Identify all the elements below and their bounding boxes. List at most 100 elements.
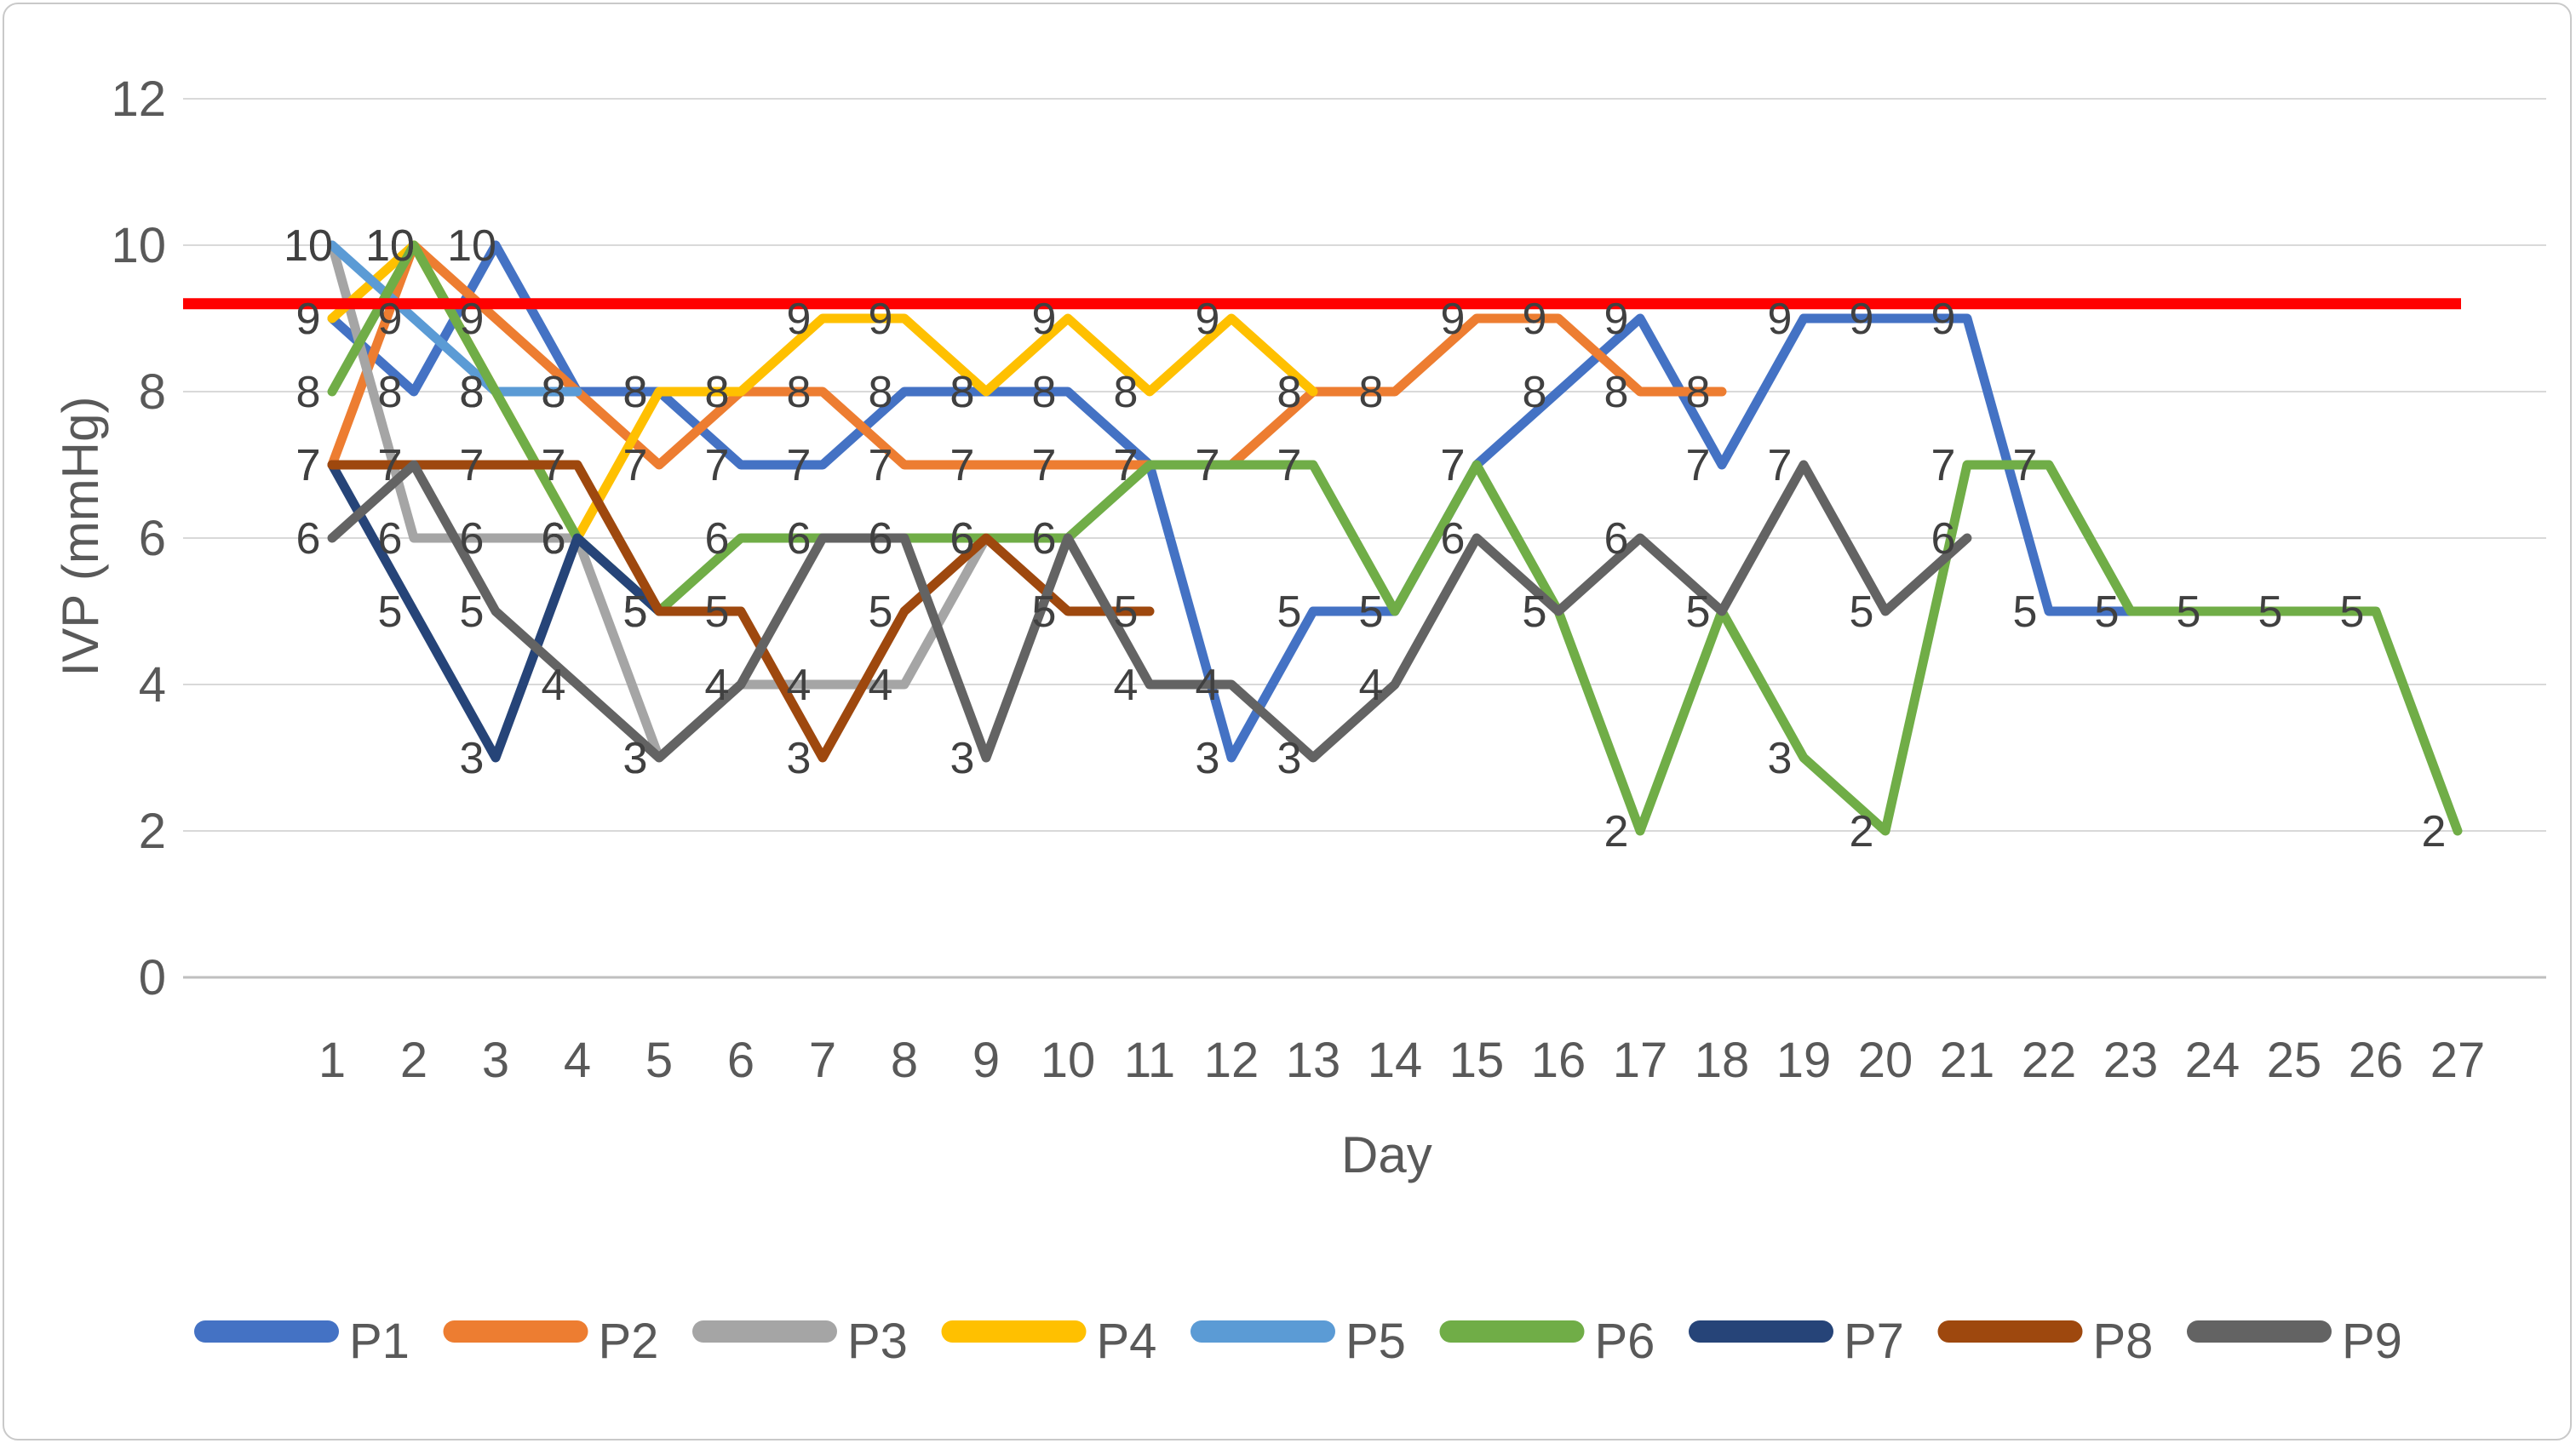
- x-tick-label: 13: [1286, 1033, 1341, 1088]
- data-label-P3-day7: 4: [787, 661, 812, 710]
- x-axis-title: Day: [1341, 1126, 1432, 1183]
- x-tick-label: 10: [1041, 1033, 1096, 1088]
- data-label-P8-day8: 5: [869, 587, 893, 637]
- data-label-P2-day8: 7: [869, 441, 893, 490]
- data-label-P2-day9: 7: [950, 441, 975, 490]
- legend-label-P4: P4: [1097, 1314, 1157, 1369]
- data-label-P6-day21: 7: [1931, 441, 1956, 490]
- legend-item-P6: P6: [1439, 1314, 1655, 1369]
- y-tick-label: 6: [139, 511, 166, 566]
- data-label-P2-day11: 7: [1114, 441, 1139, 490]
- data-label-P2-day14: 8: [1359, 368, 1384, 417]
- data-label-P9-day21: 6: [1931, 514, 1956, 564]
- legend-item-P5: P5: [1190, 1314, 1406, 1369]
- data-label-P1-day11: 7: [1114, 441, 1139, 490]
- legend-swatch-P9: [2187, 1320, 2332, 1343]
- chart-outer-border: [3, 3, 2572, 1440]
- data-label-P6-day7: 6: [787, 514, 812, 564]
- data-label-P2-day1: 7: [296, 441, 321, 490]
- data-label-P4-day13: 8: [1277, 368, 1302, 417]
- x-tick-label: 19: [1776, 1033, 1832, 1088]
- data-label-P6-day16: 5: [1523, 587, 1547, 637]
- x-tick-label: 2: [400, 1033, 427, 1088]
- data-label-P4-day12: 9: [1196, 295, 1220, 344]
- x-tick-label: 25: [2267, 1033, 2322, 1088]
- data-label-P1-day20: 9: [1850, 295, 1874, 344]
- data-label-P1-day6: 7: [705, 441, 730, 490]
- data-label-P6-day24: 5: [2177, 587, 2201, 637]
- data-label-P2-day5: 7: [623, 441, 648, 490]
- data-label-P9-day7: 6: [787, 514, 812, 564]
- data-label-P9-day13: 3: [1277, 734, 1302, 783]
- data-label-P6-day9: 6: [950, 514, 975, 564]
- data-label-P6-day2: 10: [365, 221, 415, 271]
- data-label-P8-day6: 5: [705, 587, 730, 637]
- data-label-P9-day10: 6: [1032, 514, 1057, 564]
- data-label-P7-day4: 6: [542, 514, 566, 564]
- y-tick-label: 0: [139, 950, 166, 1005]
- data-label-P4-day7: 9: [787, 295, 812, 344]
- data-label-P1-day12: 3: [1196, 734, 1220, 783]
- data-label-P5-day3: 8: [460, 368, 485, 417]
- data-label-P6-day17: 2: [1604, 807, 1629, 856]
- data-label-P2-day7: 8: [787, 368, 812, 417]
- data-label-P1-day3: 10: [447, 221, 496, 271]
- x-tick-label: 16: [1531, 1033, 1586, 1088]
- data-label-P8-day4: 7: [542, 441, 566, 490]
- data-label-P8-day1: 7: [296, 441, 321, 490]
- x-tick-label: 14: [1368, 1033, 1423, 1088]
- x-tick-label: 21: [1940, 1033, 1995, 1088]
- data-label-P6-day14: 5: [1359, 587, 1384, 637]
- data-label-P2-day13: 8: [1277, 368, 1302, 417]
- x-tick-label: 18: [1695, 1033, 1750, 1088]
- series-line-P9: [327, 460, 1972, 763]
- data-label-P2-day15: 9: [1441, 295, 1466, 344]
- legend-item-P1: P1: [194, 1314, 410, 1369]
- legend-item-P9: P9: [2187, 1314, 2402, 1369]
- legend-label-P1: P1: [349, 1314, 410, 1369]
- data-label-P4-day1: 9: [296, 295, 321, 344]
- data-label-P6-day12: 7: [1196, 441, 1220, 490]
- data-label-P7-day2: 5: [378, 587, 403, 637]
- legend-item-P4: P4: [941, 1314, 1157, 1369]
- x-tick-label: 12: [1204, 1033, 1259, 1088]
- data-label-P4-day10: 9: [1032, 295, 1057, 344]
- data-label-P9-day6: 4: [705, 661, 730, 710]
- data-label-P1-day17: 9: [1604, 295, 1629, 344]
- legend-swatch-P6: [1439, 1320, 1585, 1343]
- data-label-P2-day3: 9: [460, 295, 485, 344]
- data-label-P6-day19: 3: [1768, 734, 1793, 783]
- data-label-P5-day1: 10: [284, 221, 333, 271]
- data-label-P9-day14: 4: [1359, 661, 1384, 710]
- x-tick-label: 5: [645, 1033, 673, 1088]
- legend-item-P2: P2: [443, 1314, 658, 1369]
- data-label-P2-day17: 8: [1604, 368, 1629, 417]
- y-tick-label: 2: [139, 804, 166, 859]
- series-line-P8: [327, 460, 1155, 763]
- data-label-P6-day1: 8: [296, 368, 321, 417]
- data-label-P6-day22: 7: [2013, 441, 2038, 490]
- data-label-P9-day16: 5: [1523, 587, 1547, 637]
- data-label-P2-day12: 7: [1196, 441, 1220, 490]
- data-label-P4-day11: 8: [1114, 368, 1139, 417]
- data-label-P2-day10: 7: [1032, 441, 1057, 490]
- data-label-P6-day4: 6: [542, 514, 566, 564]
- data-label-P9-day1: 6: [296, 514, 321, 564]
- data-label-P9-day17: 6: [1604, 514, 1629, 564]
- y-tick-label: 8: [139, 364, 166, 420]
- data-label-P2-day2: 10: [365, 221, 415, 271]
- legend-swatch-P8: [1937, 1320, 2083, 1343]
- data-label-P1-day22: 5: [2013, 587, 2038, 637]
- x-tick-label: 17: [1613, 1033, 1668, 1088]
- series-line-P1: [327, 240, 2136, 763]
- data-label-P1-day21: 9: [1931, 295, 1956, 344]
- x-tick-label: 11: [1124, 1033, 1175, 1088]
- data-label-P6-day18: 5: [1686, 587, 1711, 637]
- data-label-P4-day4: 6: [542, 514, 566, 564]
- data-label-P1-day8: 8: [869, 368, 893, 417]
- legend-item-P3: P3: [692, 1314, 908, 1369]
- data-label-P9-day8: 6: [869, 514, 893, 564]
- x-tick-label: 9: [972, 1033, 1000, 1088]
- legend-label-P9: P9: [2342, 1314, 2402, 1369]
